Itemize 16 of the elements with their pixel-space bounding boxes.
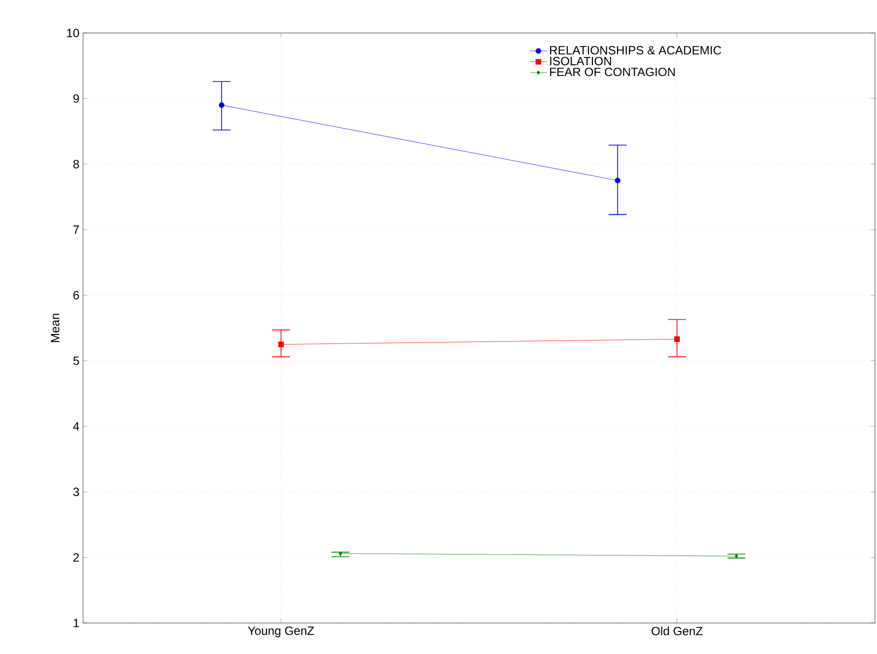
y-axis-title: Mean [51, 314, 60, 342]
legend-label: FEAR OF CONTAGION [550, 68, 675, 76]
y-tick-label: 1 [74, 618, 79, 628]
y-tick-label: 8 [73, 160, 79, 168]
y-tick-label: 2 [73, 553, 79, 562]
x-tick-label: Young GenZ [248, 626, 314, 638]
y-tick-label: 5 [73, 356, 79, 365]
x-tick-label: Old GenZ [652, 626, 703, 636]
y-tick-label: 10 [67, 28, 80, 38]
legend-label: RELATIONSHIPS & ACADEMIC [550, 46, 722, 54]
y-tick-label: 6 [73, 290, 79, 300]
y-tick-label: 3 [73, 488, 79, 496]
legend-label: ISOLATION [550, 56, 612, 66]
y-tick-label: 9 [73, 94, 79, 103]
y-tick-label: 7 [73, 226, 79, 234]
y-tick-label: 4 [73, 422, 80, 430]
